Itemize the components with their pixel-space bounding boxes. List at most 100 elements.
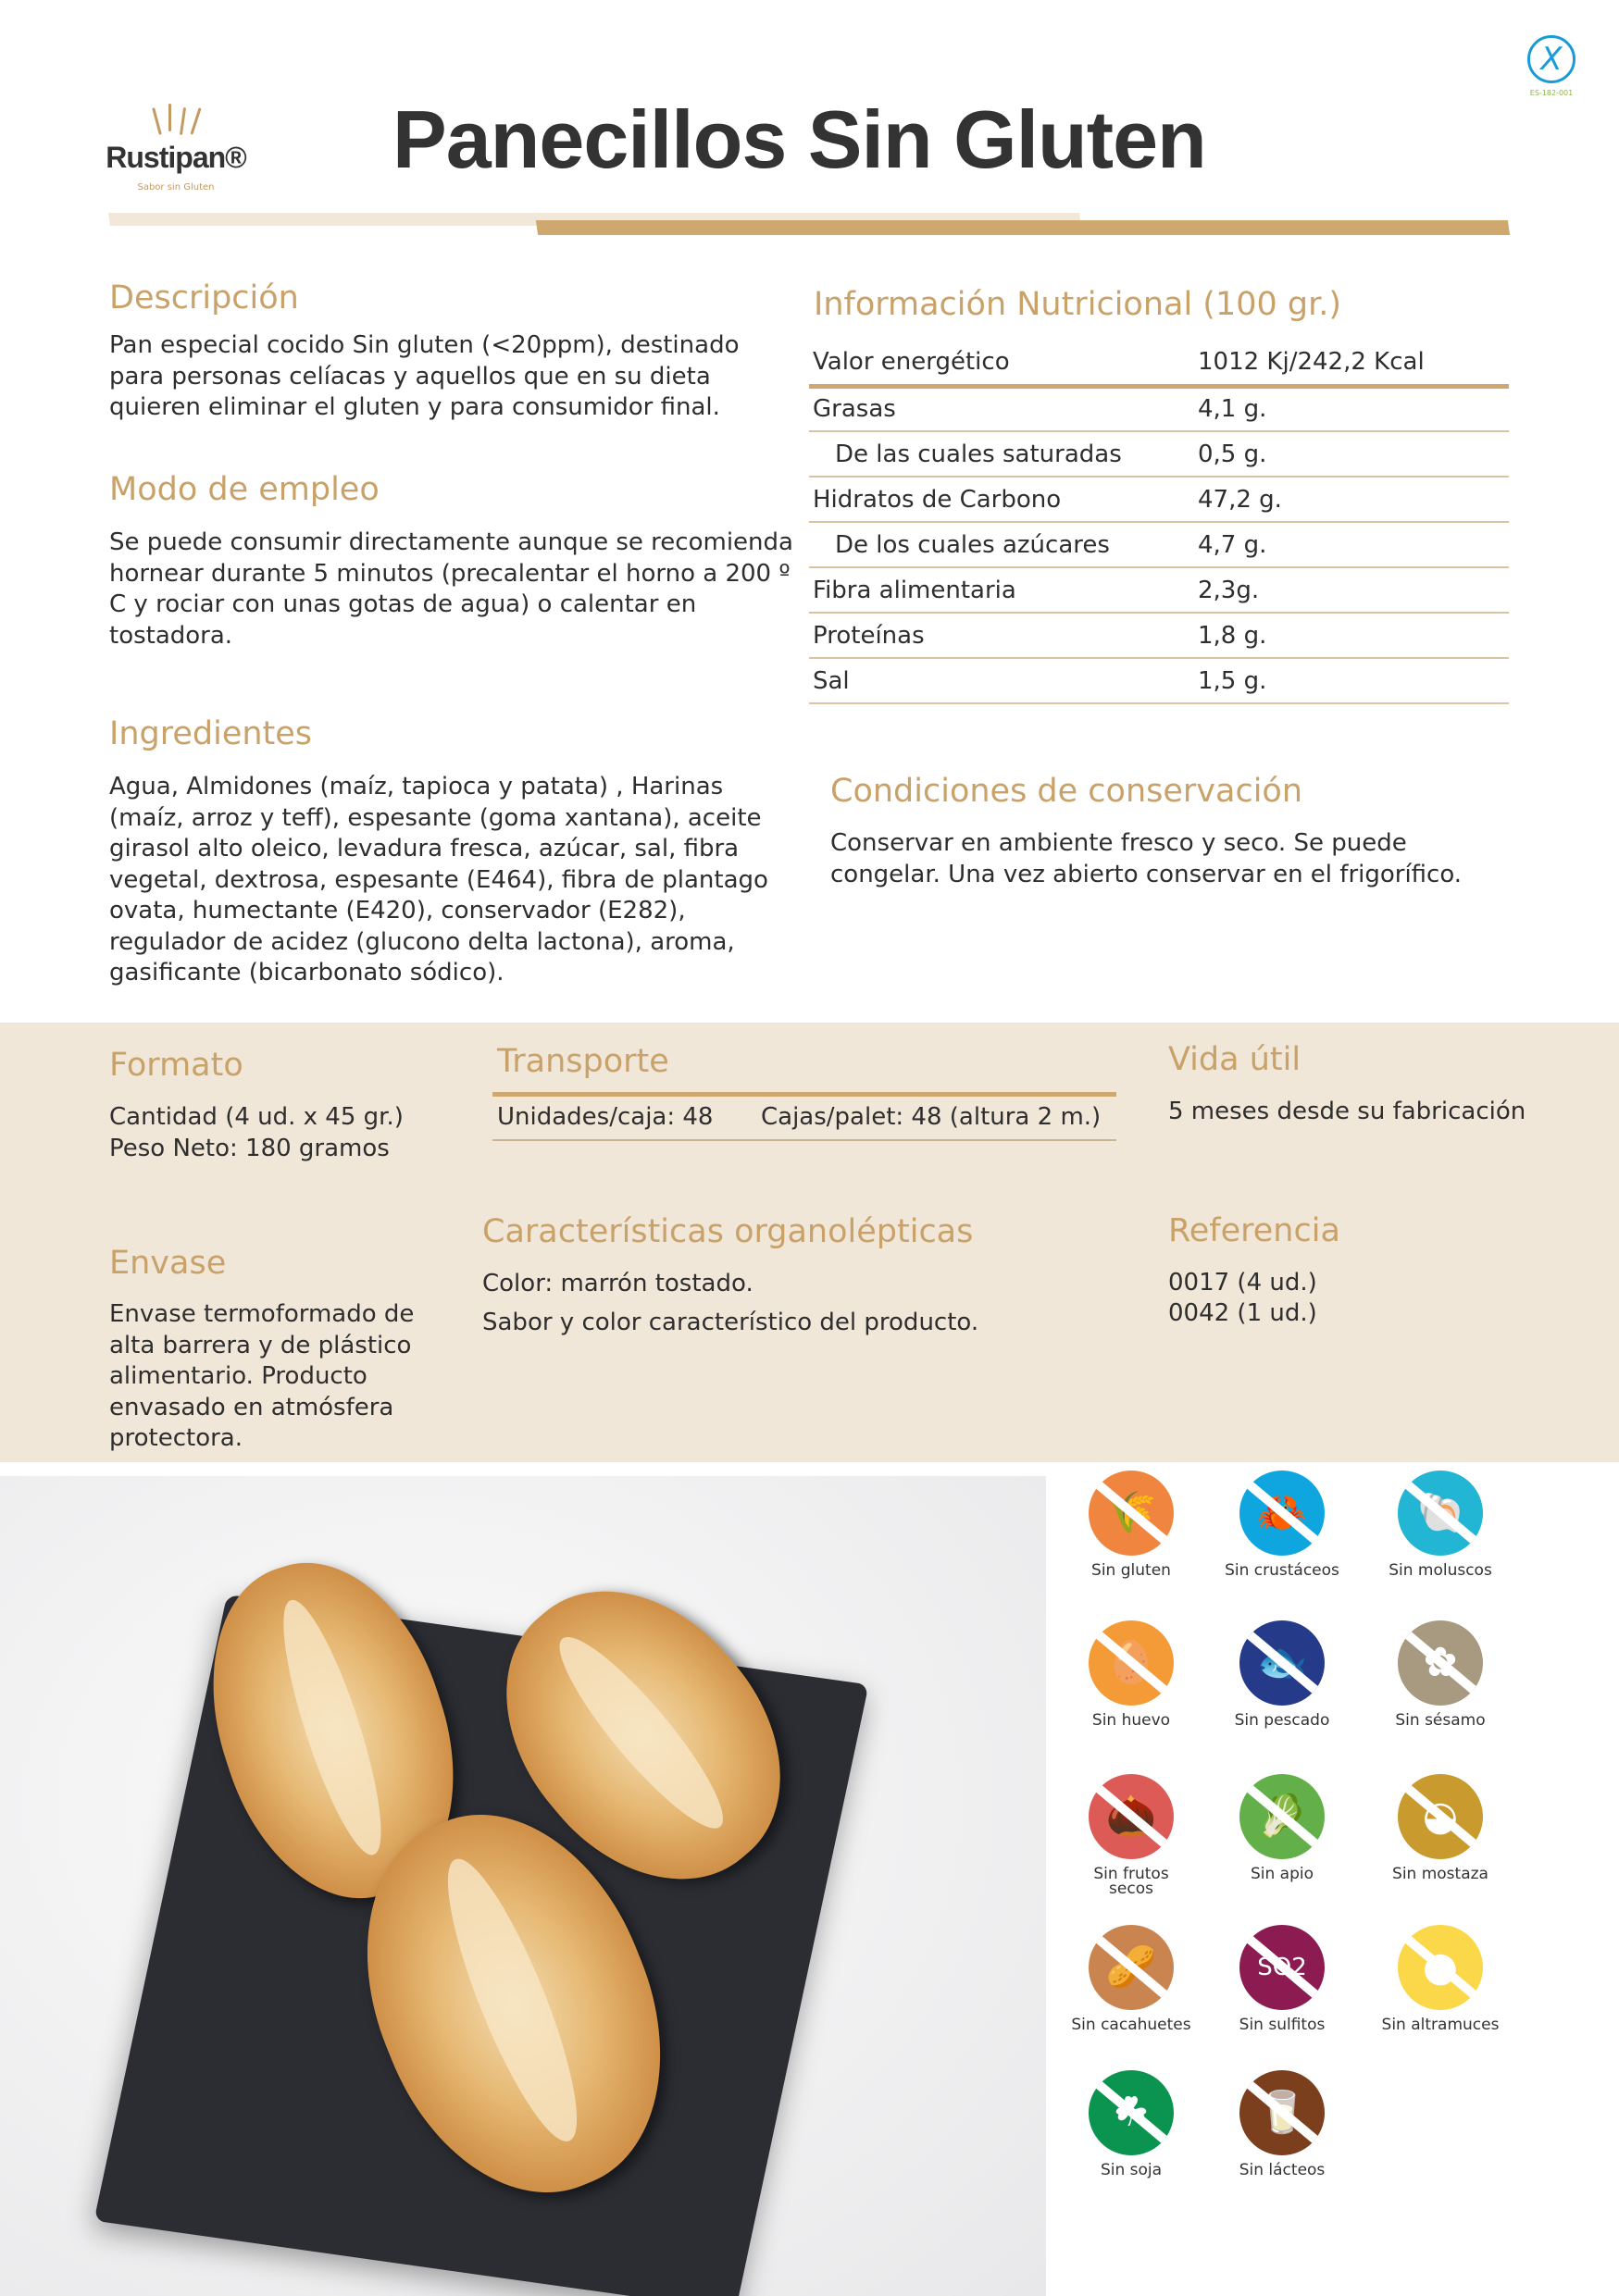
allergen-badge: SO2 Sin sulfitos	[1199, 1925, 1365, 2034]
gluten-free-certification: X ES-182-001	[1526, 35, 1577, 109]
nutrient-value: 0,5 g.	[1194, 431, 1509, 478]
ingredientes-heading: Ingredientes	[109, 715, 313, 752]
nutrient-value: 4,7 g.	[1194, 522, 1509, 568]
organolepticas-line1: Color: marrón tostado.	[482, 1270, 753, 1297]
product-photo	[0, 1476, 1046, 2296]
allergen-label: Sin soja	[1100, 2161, 1163, 2179]
nutrient-label: Fibra alimentaria	[809, 567, 1194, 614]
vida-heading: Vida útil	[1168, 1041, 1301, 1078]
allergen-badge: ◒ Sin mostaza	[1357, 1774, 1524, 1883]
allergen-label: Sin lácteos	[1239, 2161, 1326, 2179]
table-row: Grasas 4,1 g.	[809, 386, 1509, 432]
nutrient-label: De las cuales saturadas	[809, 431, 1194, 478]
crab-icon: 🦀	[1239, 1471, 1325, 1556]
referencia-line2: 0042 (1 ud.)	[1168, 1299, 1317, 1327]
logo-tagline: Sabor sin Gluten	[137, 182, 215, 192]
milk-jug-icon: 🥛	[1239, 2070, 1325, 2155]
table-row: Proteínas 1,8 g.	[809, 613, 1509, 659]
allergen-badge: ☘ Sin soja	[1048, 2070, 1214, 2178]
vida-text: 5 meses desde su fabricación	[1168, 1098, 1526, 1125]
allergen-label: Sin mostaza	[1392, 1865, 1488, 1883]
allergen-label: Sin pescado	[1234, 1711, 1330, 1730]
allergen-label: Sin gluten	[1091, 1561, 1171, 1580]
allergen-badge: 🐟 Sin pescado	[1199, 1620, 1365, 1730]
nutrient-value: 1,8 g.	[1194, 613, 1509, 659]
logo-rays	[102, 104, 250, 141]
formato-line1: Cantidad (4 ud. x 45 gr.)	[109, 1103, 404, 1131]
referencia-line1: 0017 (4 ud.)	[1168, 1269, 1317, 1297]
rustipan-logo: Rustipan® Sabor sin Gluten	[102, 104, 250, 205]
organolepticas-heading: Características organolépticas	[482, 1213, 974, 1250]
nutrient-label: De los cuales azúcares	[809, 522, 1194, 568]
nutricion-heading: Información Nutricional (100 gr.)	[814, 286, 1342, 323]
transporte-unidades: Unidades/caja: 48	[497, 1103, 714, 1131]
organolepticas-line2: Sabor y color característico del product…	[482, 1309, 979, 1336]
transporte-cajas: Cajas/palet: 48 (altura 2 m.)	[761, 1103, 1102, 1131]
conservacion-heading: Condiciones de conservación	[830, 773, 1303, 810]
allergen-badge: 🥬 Sin apio	[1199, 1774, 1365, 1883]
table-row: Hidratos de Carbono 47,2 g.	[809, 477, 1509, 523]
nutrient-label: Hidratos de Carbono	[809, 477, 1194, 523]
table-row: Fibra alimentaria 2,3g.	[809, 567, 1509, 614]
table-row: De los cuales azúcares 4,7 g.	[809, 522, 1509, 568]
nutrient-label: Sal	[809, 658, 1194, 704]
nut-icon: 🌰	[1089, 1774, 1174, 1859]
modo-text: Se puede consumir directamente aunque se…	[109, 528, 793, 650]
allergen-label: Sin cacahuetes	[1071, 2016, 1191, 2034]
nutrition-table: Valor energético 1012 Kj/242,2 Kcal Grasa…	[809, 341, 1509, 704]
descripcion-heading: Descripción	[109, 279, 299, 316]
nutrient-value: 1012 Kj/242,2 Kcal	[1194, 341, 1509, 389]
lupin-icon: ●	[1398, 1925, 1483, 2010]
allergen-label: Sin sulfitos	[1239, 2016, 1326, 2034]
fish-icon: 🐟	[1239, 1620, 1325, 1706]
peanut-icon: 🥜	[1089, 1925, 1174, 2010]
logo-name: Rustipan®	[106, 141, 246, 174]
page-title: Panecillos Sin Gluten	[392, 93, 1207, 185]
allergen-badge: 🌾 Sin gluten	[1048, 1471, 1214, 1580]
nutrient-value: 2,3g.	[1194, 567, 1509, 614]
mustard-icon: ◒	[1398, 1774, 1483, 1859]
allergen-badge: ✿ Sin sésamo	[1357, 1620, 1524, 1730]
allergen-label: Sin moluscos	[1389, 1561, 1492, 1580]
allergen-label: Sin crustáceos	[1225, 1561, 1339, 1580]
divider	[492, 1139, 1116, 1141]
wheat-icon: 🌾	[1089, 1471, 1174, 1556]
envase-text: Envase termoformado de alta barrera y de…	[109, 1300, 415, 1452]
celery-icon: 🥬	[1239, 1774, 1325, 1859]
descripcion-text: Pan especial cocido Sin gluten (<20ppm),…	[109, 331, 740, 421]
nutrient-label: Grasas	[809, 386, 1194, 432]
formato-line2: Peso Neto: 180 gramos	[109, 1135, 390, 1162]
table-row: De las cuales saturadas 0,5 g.	[809, 431, 1509, 478]
egg-icon: 🥚	[1089, 1620, 1174, 1706]
nutrient-value: 1,5 g.	[1194, 658, 1509, 704]
divider	[492, 1092, 1116, 1097]
transporte-heading: Transporte	[497, 1043, 669, 1080]
conservacion-text: Conservar en ambiente fresco y seco. Se …	[830, 829, 1463, 888]
allergen-badge: 🥚 Sin huevo	[1048, 1620, 1214, 1730]
soy-icon: ☘	[1089, 2070, 1174, 2155]
nutrient-value: 4,1 g.	[1194, 386, 1509, 432]
allergen-label: Sin apio	[1250, 1865, 1314, 1883]
crossed-grain-icon: X	[1527, 35, 1575, 83]
allergen-badge: 🦀 Sin crustáceos	[1199, 1471, 1365, 1580]
envase-heading: Envase	[109, 1245, 227, 1282]
cert-code: ES-182-001	[1529, 89, 1574, 97]
nutrient-label: Proteínas	[809, 613, 1194, 659]
allergen-badge: 🥜 Sin cacahuetes	[1048, 1925, 1214, 2034]
table-row: Valor energético 1012 Kj/242,2 Kcal	[809, 341, 1509, 389]
shell-icon: 🐚	[1398, 1471, 1483, 1556]
nutrient-label: Valor energético	[809, 341, 1194, 389]
header-bar-gold	[535, 220, 1511, 235]
allergen-badge: 🐚 Sin moluscos	[1357, 1471, 1524, 1580]
allergen-label: Sin frutos secos	[1093, 1865, 1169, 1898]
allergen-label: Sin sésamo	[1395, 1711, 1486, 1730]
table-row: Sal 1,5 g.	[809, 658, 1509, 704]
ingredientes-text: Agua, Almidones (maíz, tapioca y patata)…	[109, 773, 768, 987]
allergen-badge: 🌰 Sin frutos secos	[1048, 1774, 1214, 1898]
allergen-badge: ● Sin altramuces	[1357, 1925, 1524, 2034]
sesame-icon: ✿	[1398, 1620, 1483, 1706]
referencia-heading: Referencia	[1168, 1212, 1340, 1249]
allergen-label: Sin huevo	[1091, 1711, 1171, 1730]
allergen-label: Sin altramuces	[1381, 2016, 1500, 2034]
allergen-badge: 🥛 Sin lácteos	[1199, 2070, 1365, 2178]
